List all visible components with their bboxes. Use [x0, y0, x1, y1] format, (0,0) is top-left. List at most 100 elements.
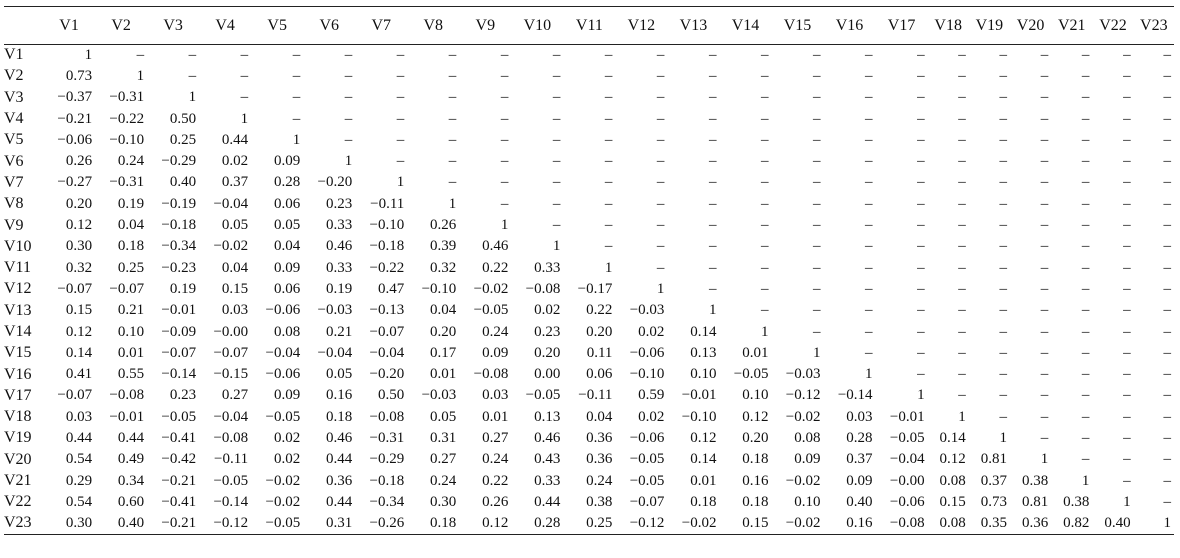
cell: −0.05 [629, 451, 665, 468]
cell: 0.09 [482, 344, 509, 361]
cell: 0.02 [221, 153, 249, 170]
row-label: V20 [4, 450, 32, 468]
cell: 0.17 [430, 344, 457, 361]
cell: – [917, 195, 925, 212]
cell: 0.04 [221, 259, 249, 276]
cell: – [240, 46, 249, 63]
cell: – [1081, 238, 1090, 255]
cell: – [1081, 217, 1090, 234]
cell: 0.06 [273, 195, 301, 212]
cell: 0.44 [117, 429, 145, 446]
column-header: V17 [887, 16, 916, 34]
cell: −0.08 [213, 429, 249, 446]
row-label: V10 [4, 237, 32, 255]
table-row: V22 0.54 0.60 −0.41 −0.14 −0.02 0.44 −0.34 0.30 0… [4, 492, 1174, 513]
cell: 0.04 [430, 302, 457, 319]
cell: 0.24 [586, 472, 613, 489]
cell: – [656, 195, 665, 212]
cell: – [1123, 238, 1131, 255]
cell: 0.09 [794, 451, 821, 468]
cell: – [1163, 323, 1172, 340]
cell: 0.28 [534, 514, 561, 531]
cell: −0.01 [681, 387, 717, 404]
cell: −0.20 [317, 174, 353, 191]
cell: 0.08 [794, 429, 821, 446]
cell: 0.09 [846, 472, 873, 489]
cell: 0.54 [65, 493, 93, 510]
row-label: V21 [4, 472, 32, 490]
cell: – [604, 195, 613, 212]
cell: – [958, 153, 966, 170]
cell: – [396, 110, 405, 127]
cell: – [604, 153, 613, 170]
cell: −0.02 [265, 493, 301, 510]
cell: 0.20 [742, 429, 769, 446]
cell: – [1081, 344, 1090, 361]
cell: – [865, 302, 873, 319]
cell: – [552, 131, 561, 148]
cell: 1 [1163, 514, 1172, 531]
cell: 0.14 [65, 344, 93, 361]
cell: – [1163, 195, 1172, 212]
cell: 1 [708, 302, 717, 319]
cell: – [448, 67, 457, 84]
cell: – [240, 89, 249, 106]
column-header: V4 [215, 16, 235, 34]
cell: – [760, 238, 769, 255]
cell: – [917, 238, 925, 255]
cell: −0.07 [109, 280, 145, 297]
cell: 0.24 [482, 451, 509, 468]
cell: 0.26 [482, 493, 509, 510]
cell: −0.31 [369, 429, 405, 446]
cell: 0.55 [117, 366, 145, 383]
cell: 0.31 [325, 514, 353, 531]
cell: – [1081, 408, 1090, 425]
cell: 0.05 [221, 217, 249, 234]
cell: −0.05 [473, 302, 509, 319]
column-header: V16 [835, 16, 864, 34]
cell: – [500, 153, 509, 170]
table-row: V2 0.73 1 – – – – – – – – – – – – – – – – – – – – – [4, 66, 1174, 87]
cell: −0.10 [681, 408, 717, 425]
row-label: V1 [4, 46, 24, 64]
cell: 1 [1040, 451, 1049, 468]
cell: – [656, 153, 665, 170]
cell: – [1123, 472, 1131, 489]
cell: – [999, 408, 1007, 425]
cell: – [1081, 195, 1090, 212]
cell: −0.04 [369, 344, 405, 361]
cell: 0.01 [690, 472, 717, 489]
cell: −0.05 [265, 408, 301, 425]
cell: – [1163, 259, 1172, 276]
cell: – [1163, 344, 1172, 361]
cell: – [1163, 217, 1172, 234]
cell: – [865, 259, 873, 276]
cell: −0.10 [109, 131, 145, 148]
cell: 1 [448, 195, 457, 212]
cell: −0.12 [785, 387, 821, 404]
row-label: V4 [4, 110, 24, 128]
table-row: V20 0.54 0.49 −0.42 −0.11 0.02 0.44 −0.29 0.27 0.… [4, 449, 1174, 470]
cell: 0.12 [482, 514, 509, 531]
row-label: V5 [4, 131, 24, 149]
cell: – [1040, 46, 1049, 63]
row-label: V19 [4, 429, 32, 447]
cell: – [917, 217, 925, 234]
cell: 0.10 [690, 366, 717, 383]
cell: −0.34 [369, 493, 405, 510]
cell: −0.42 [161, 451, 197, 468]
table-row: V9 0.12 0.04 −0.18 0.05 0.05 0.33 −0.10 0.26 1 – – –… [4, 215, 1174, 236]
cell: 0.34 [117, 472, 145, 489]
column-header: V15 [783, 16, 812, 34]
cell: – [708, 280, 717, 297]
row-label: V15 [4, 344, 32, 362]
cell: – [1163, 110, 1172, 127]
cell: −0.10 [629, 366, 665, 383]
row-label: V6 [4, 152, 24, 170]
column-header: V7 [371, 16, 392, 34]
cell: – [1163, 46, 1172, 63]
cell: – [1040, 302, 1049, 319]
cell: 0.44 [65, 429, 93, 446]
cell: 0.32 [65, 259, 93, 276]
cell: −0.22 [109, 110, 145, 127]
